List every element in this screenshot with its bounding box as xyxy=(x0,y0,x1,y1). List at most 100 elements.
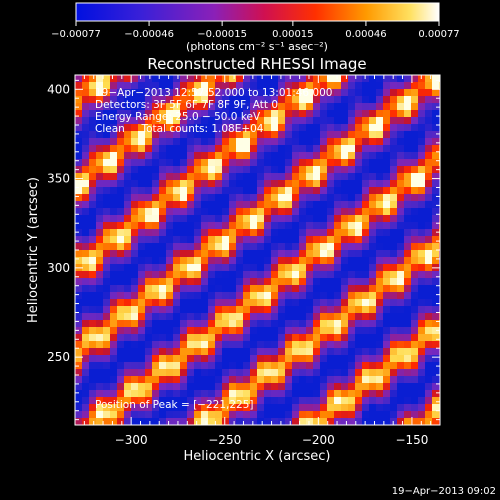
heatmap-cell xyxy=(222,89,229,96)
heatmap-cell xyxy=(124,383,131,390)
heatmap-cell xyxy=(124,278,131,285)
heatmap-cell xyxy=(285,138,292,145)
heatmap-cell xyxy=(341,306,348,313)
heatmap-cell xyxy=(320,341,327,348)
heatmap-cell xyxy=(411,110,418,117)
heatmap-cell xyxy=(89,334,96,341)
heatmap-cell xyxy=(145,201,152,208)
heatmap-cell xyxy=(271,341,278,348)
heatmap-cell xyxy=(418,152,425,159)
heatmap-cell xyxy=(201,82,208,89)
heatmap-cell xyxy=(411,355,418,362)
heatmap-cell xyxy=(103,208,110,215)
heatmap-cell xyxy=(313,348,320,355)
heatmap-cell xyxy=(117,103,124,110)
heatmap-cell xyxy=(376,166,383,173)
heatmap-cell xyxy=(215,89,222,96)
heatmap-cell xyxy=(271,320,278,327)
heatmap-cell xyxy=(285,131,292,138)
heatmap-cell xyxy=(229,257,236,264)
heatmap-cell xyxy=(264,89,271,96)
heatmap-cell xyxy=(418,208,425,215)
heatmap-cell xyxy=(397,376,404,383)
heatmap-cell xyxy=(320,201,327,208)
heatmap-cell xyxy=(383,355,390,362)
heatmap-cell xyxy=(271,236,278,243)
heatmap-cell xyxy=(327,201,334,208)
heatmap-cell xyxy=(138,229,145,236)
heatmap-cell xyxy=(138,271,145,278)
heatmap-cell xyxy=(131,285,138,292)
heatmap-cell xyxy=(355,285,362,292)
heatmap-cell xyxy=(306,159,313,166)
heatmap-cell xyxy=(208,299,215,306)
heatmap-cell xyxy=(425,327,432,334)
heatmap-cell xyxy=(215,271,222,278)
heatmap-cell xyxy=(348,138,355,145)
heatmap-cell xyxy=(180,257,187,264)
heatmap-cell xyxy=(355,250,362,257)
heatmap-cell xyxy=(299,124,306,131)
heatmap-cell xyxy=(117,194,124,201)
heatmap-cell xyxy=(355,89,362,96)
heatmap-cell xyxy=(250,404,257,411)
heatmap-cell xyxy=(404,369,411,376)
heatmap-cell xyxy=(166,96,173,103)
heatmap-cell xyxy=(362,369,369,376)
heatmap-cell xyxy=(355,110,362,117)
heatmap-cell xyxy=(82,208,89,215)
heatmap-cell xyxy=(145,166,152,173)
heatmap-cell xyxy=(390,82,397,89)
heatmap-cell xyxy=(236,173,243,180)
heatmap-cell xyxy=(418,222,425,229)
heatmap-cell xyxy=(299,131,306,138)
heatmap-cell xyxy=(264,327,271,334)
heatmap-cell xyxy=(411,341,418,348)
heatmap-cell xyxy=(201,243,208,250)
heatmap-cell xyxy=(75,103,82,110)
heatmap-cell xyxy=(313,110,320,117)
heatmap-cell xyxy=(313,404,320,411)
heatmap-cell xyxy=(166,117,173,124)
heatmap-cell xyxy=(404,159,411,166)
heatmap-cell xyxy=(138,145,145,152)
heatmap-cell xyxy=(369,285,376,292)
heatmap-cell xyxy=(341,397,348,404)
heatmap-cell xyxy=(404,292,411,299)
heatmap-cell xyxy=(215,278,222,285)
heatmap-cell xyxy=(264,117,271,124)
heatmap-cell xyxy=(355,313,362,320)
heatmap-cell xyxy=(110,201,117,208)
heatmap-cell xyxy=(180,229,187,236)
heatmap-cell xyxy=(75,376,82,383)
heatmap-cell xyxy=(96,194,103,201)
heatmap-cell xyxy=(341,404,348,411)
heatmap-cell xyxy=(369,369,376,376)
heatmap-cell xyxy=(110,96,117,103)
heatmap-cell xyxy=(411,89,418,96)
heatmap-cell xyxy=(404,320,411,327)
heatmap-cell xyxy=(299,264,306,271)
heatmap-cell xyxy=(82,404,89,411)
heatmap-cell xyxy=(187,215,194,222)
heatmap-cell xyxy=(131,124,138,131)
heatmap-cell xyxy=(75,250,82,257)
heatmap-cell xyxy=(292,208,299,215)
heatmap-cell xyxy=(411,313,418,320)
heatmap-cell xyxy=(376,355,383,362)
heatmap-cell xyxy=(271,145,278,152)
heatmap-cell xyxy=(411,376,418,383)
heatmap-cell xyxy=(110,369,117,376)
heatmap-cell xyxy=(187,201,194,208)
heatmap-cell xyxy=(222,404,229,411)
heatmap-cell xyxy=(89,362,96,369)
heatmap-cell xyxy=(103,152,110,159)
heatmap-cell xyxy=(376,278,383,285)
heatmap-cell xyxy=(187,187,194,194)
heatmap-cell xyxy=(362,138,369,145)
heatmap-cell xyxy=(320,376,327,383)
heatmap-cell xyxy=(166,131,173,138)
heatmap-cell xyxy=(222,201,229,208)
heatmap-cell xyxy=(103,82,110,89)
heatmap-cell xyxy=(348,110,355,117)
